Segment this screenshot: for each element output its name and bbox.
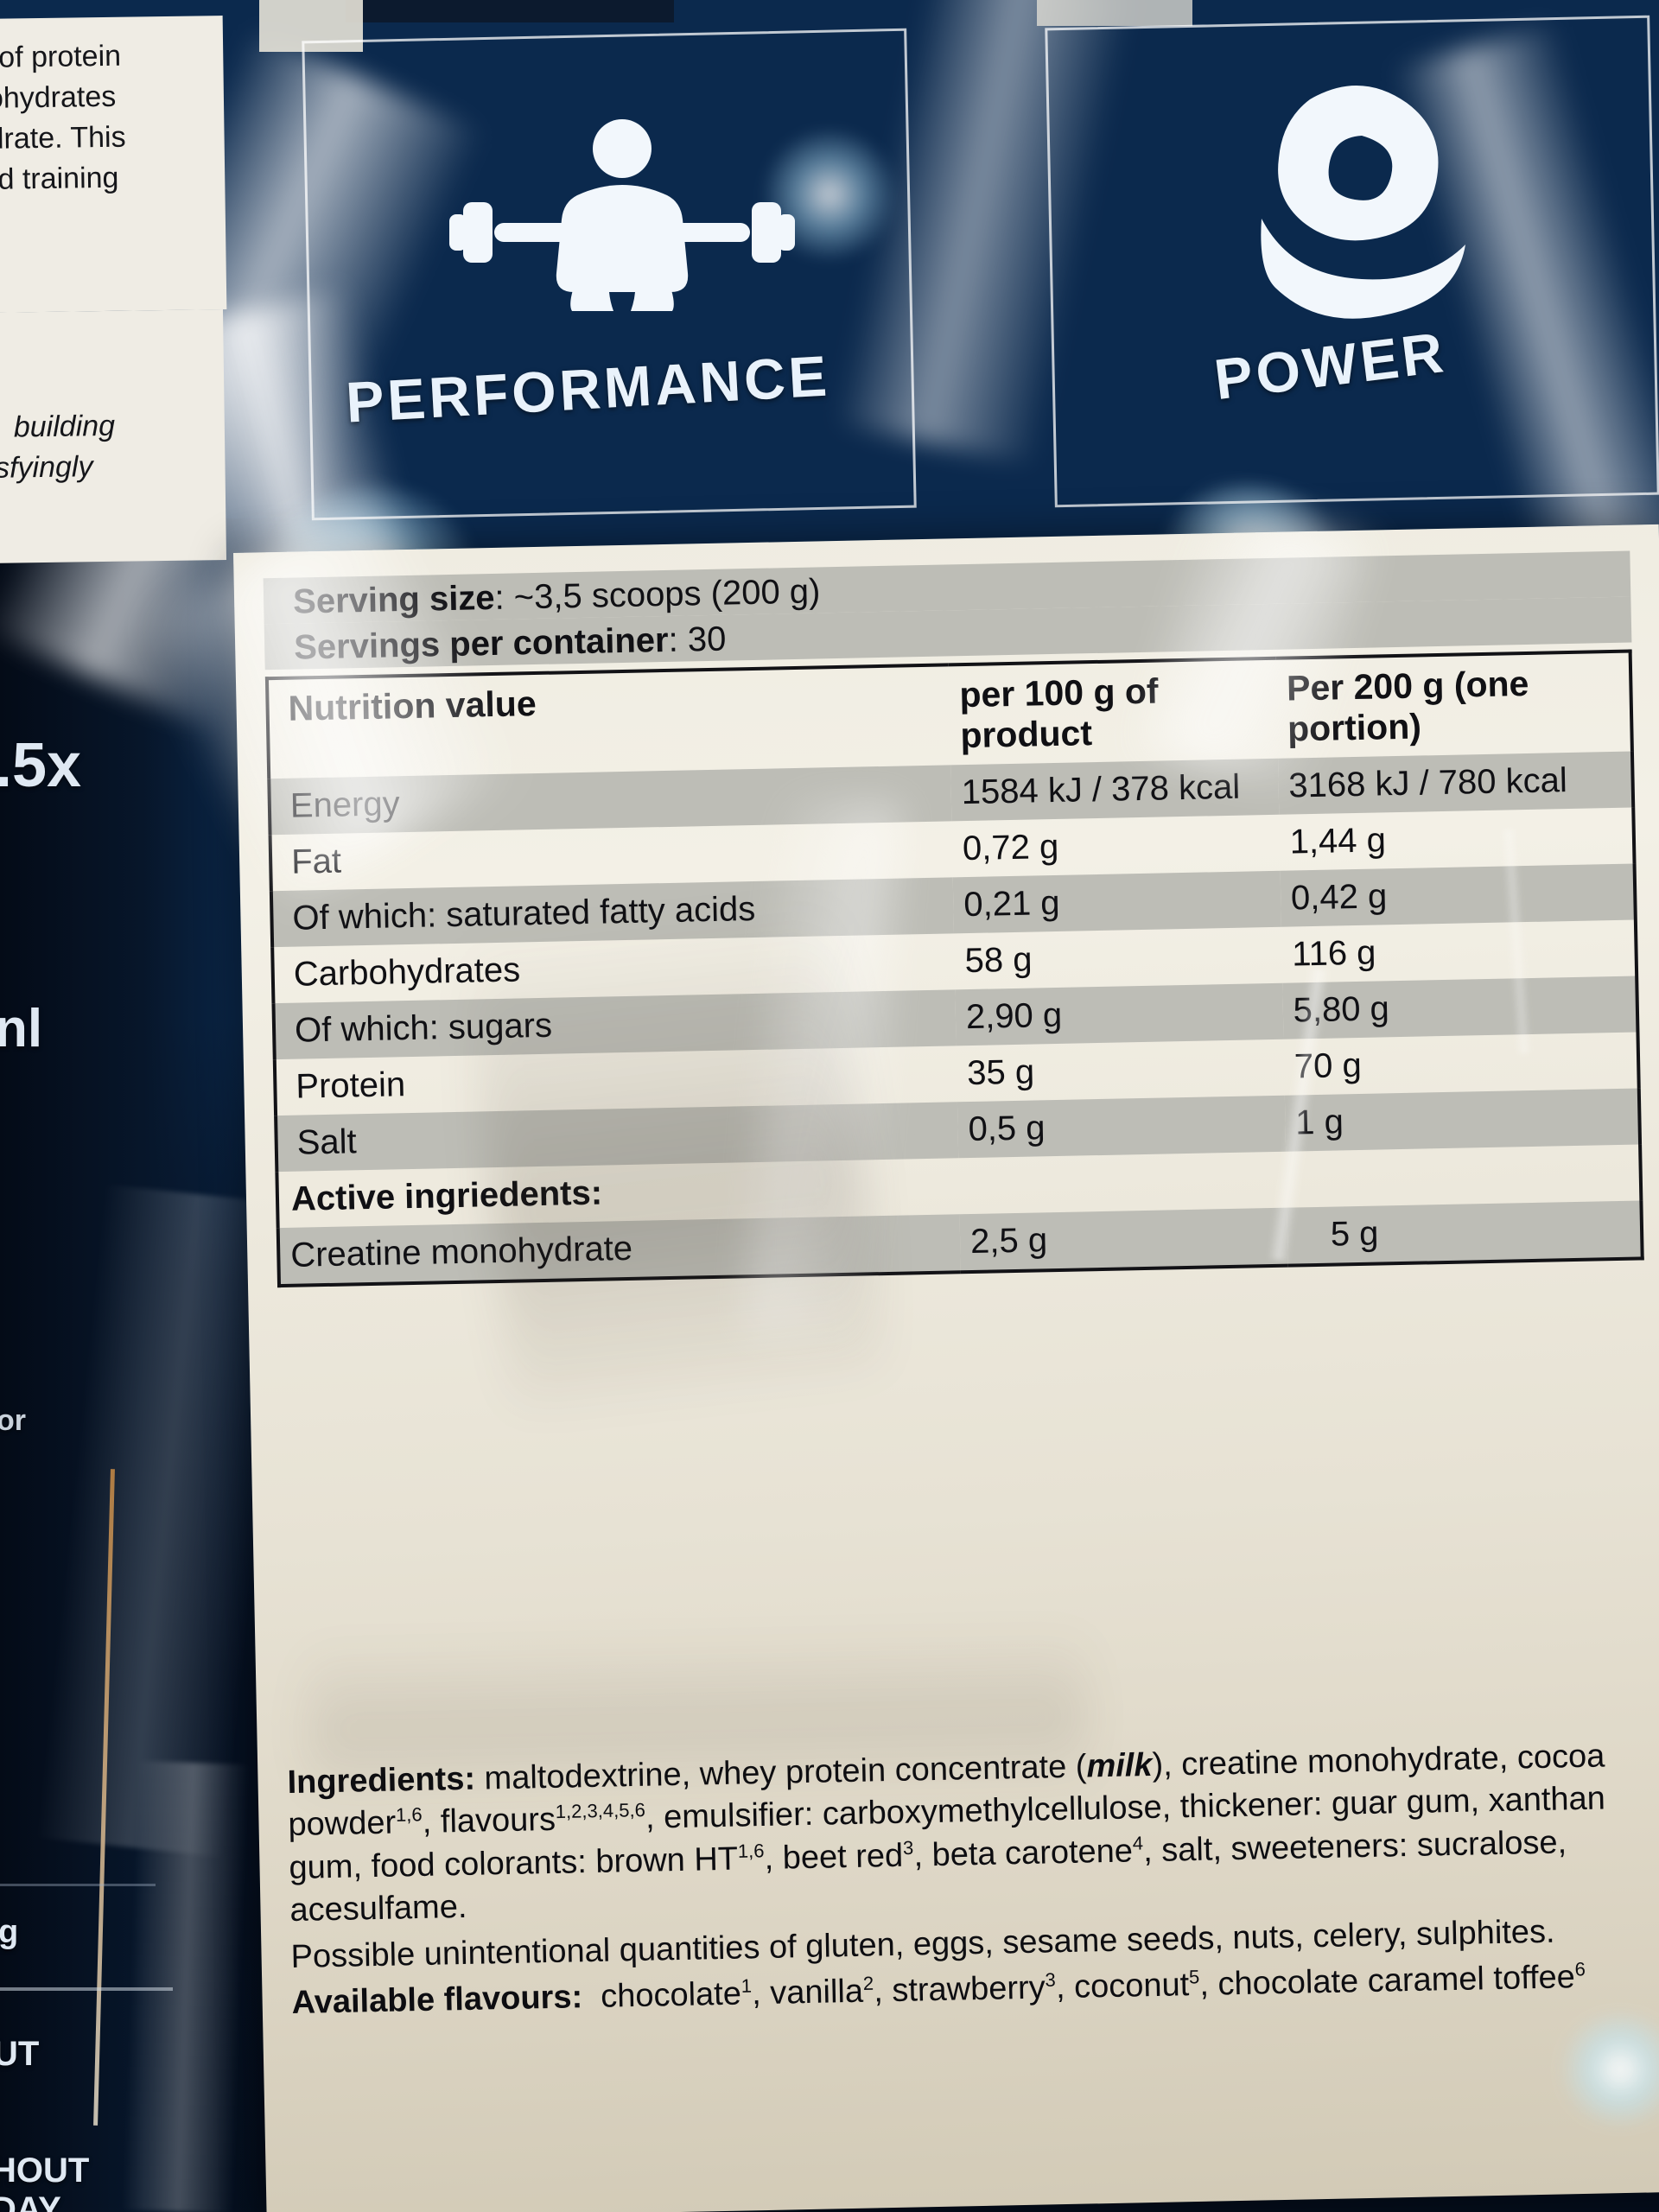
serving-size-value: : ~3,5 scoops (200 g) (494, 572, 821, 617)
servings-per-container-label: Servings per container (293, 620, 670, 667)
row-per-100g: 35 g (966, 1052, 1035, 1092)
row-per-200g (1286, 1144, 1642, 1207)
header-per-100g: per 100 g of product (958, 671, 1159, 755)
serving-size-label: Serving size (292, 578, 495, 621)
sep: , (873, 1972, 893, 2010)
footnote-ref: 4 (1132, 1832, 1144, 1854)
edge-fragment-ml: nl (0, 999, 43, 1058)
row-per-200g: 1,44 g (1289, 820, 1387, 861)
row-per-200g: 5,80 g (1281, 976, 1638, 1039)
sep: , (751, 1974, 771, 2012)
flavour-vanilla: vanilla (769, 1973, 864, 2012)
edge-fragment-day: DAY (0, 2190, 61, 2212)
footnote-ref: 5 (1188, 1966, 1200, 1988)
flavour-chocolate-caramel-toffee: chocolate caramel toffee (1217, 1959, 1576, 2003)
edge-fragment-hout: HOUT (0, 2152, 90, 2190)
top-paper-strip (1037, 0, 1192, 26)
footnote-ref: 2 (862, 1972, 874, 1995)
side-panel-line: of protein (0, 39, 122, 74)
ingredients-text-3: , flavours (422, 1802, 556, 1841)
sep: , (1055, 1968, 1075, 2006)
top-paper-strip (259, 0, 363, 52)
servings-per-container-value: : 30 (668, 620, 727, 659)
ingredients-heading: Ingredients: (287, 1760, 476, 1802)
ingredients-text-6: , beta carotene (913, 1833, 1134, 1874)
row-per-200g: 0,42 g (1280, 863, 1636, 927)
sep: , (1198, 1966, 1218, 2003)
nutrition-label-panel: Serving size: ~3,5 scoops (200 g) Servin… (142, 497, 1659, 2212)
row-per-200g: 3168 kJ / 780 kcal (1277, 751, 1634, 815)
ingredients-text-1: maltodextrine, whey protein concentrate … (474, 1748, 1087, 1797)
footnote-ref: 1 (741, 1974, 753, 1997)
side-text-panel: of protein ohydrates drate. This rd trai… (0, 16, 227, 313)
header-nutrition-value: Nutrition value (288, 683, 537, 728)
flavour-list-text (582, 1979, 601, 2015)
side-panel-line: rd training (0, 161, 119, 196)
row-per-100g: 0,5 g (957, 1095, 1286, 1158)
side-panel-line: building (13, 409, 116, 444)
row-per-200g: 70 g (1294, 1046, 1363, 1086)
weightlifter-icon (449, 119, 795, 311)
footnote-ref: 3 (902, 1836, 914, 1859)
available-flavours-heading: Available flavours: (291, 1979, 583, 2021)
header-per-200g: Per 200 g (one portion) (1286, 663, 1529, 749)
row-per-100g: 2,90 g (955, 982, 1284, 1046)
footnote-ref: 1,2,3,4,5,6 (555, 1799, 646, 1823)
flexed-bicep-icon (1261, 85, 1465, 319)
footnote-ref: 3 (1045, 1968, 1057, 1991)
footnote-ref: 1,6 (737, 1840, 765, 1862)
row-per-200g: 1 g (1284, 1088, 1641, 1152)
flavour-chocolate: chocolate (600, 1975, 742, 2015)
row-per-100g: 2,5 g (959, 1207, 1288, 1272)
row-per-100g: 1584 kJ / 378 kcal (950, 758, 1280, 821)
side-text-panel-italic: building isfyingly (0, 309, 227, 563)
nutrition-table: Nutrition value per 100 g of product Per… (264, 649, 1644, 1287)
ingredients-text-5: , beet red (764, 1837, 904, 1877)
foil-seam-line (0, 1987, 173, 1991)
side-panel-line: drate. This (0, 120, 126, 156)
allergen-milk: milk (1086, 1746, 1153, 1785)
ingredients-paragraph: Ingredients: maltodextrine, whey protein… (287, 1734, 1659, 1933)
row-per-100g: 0,21 g (952, 870, 1281, 933)
row-per-100g: 0,72 g (962, 827, 1059, 868)
row-per-200g: 5 g (1287, 1200, 1643, 1266)
edge-fragment-multiplier: .5x (0, 731, 82, 800)
row-per-100g: 58 g (964, 940, 1033, 980)
flavour-strawberry: strawberry (891, 1969, 1046, 2009)
foil-seam-line (0, 1884, 156, 1886)
row-per-200g: 116 g (1291, 933, 1376, 974)
footnote-ref: 1,6 (395, 1803, 423, 1827)
top-dark-strip (346, 0, 674, 22)
edge-fragment-ut: UT (0, 2035, 40, 2073)
edge-fragment-or: or (0, 1404, 26, 1437)
ingredients-block: Ingredients: maltodextrine, whey protein… (287, 1734, 1659, 2029)
side-panel-line: isfyingly (0, 450, 93, 485)
edge-fragment-g: g (0, 1914, 19, 1950)
side-panel-line: ohydrates (0, 79, 117, 115)
footnote-ref: 6 (1574, 1958, 1586, 1980)
flavour-coconut: coconut (1073, 1967, 1190, 2005)
row-per-100g (958, 1151, 1287, 1214)
